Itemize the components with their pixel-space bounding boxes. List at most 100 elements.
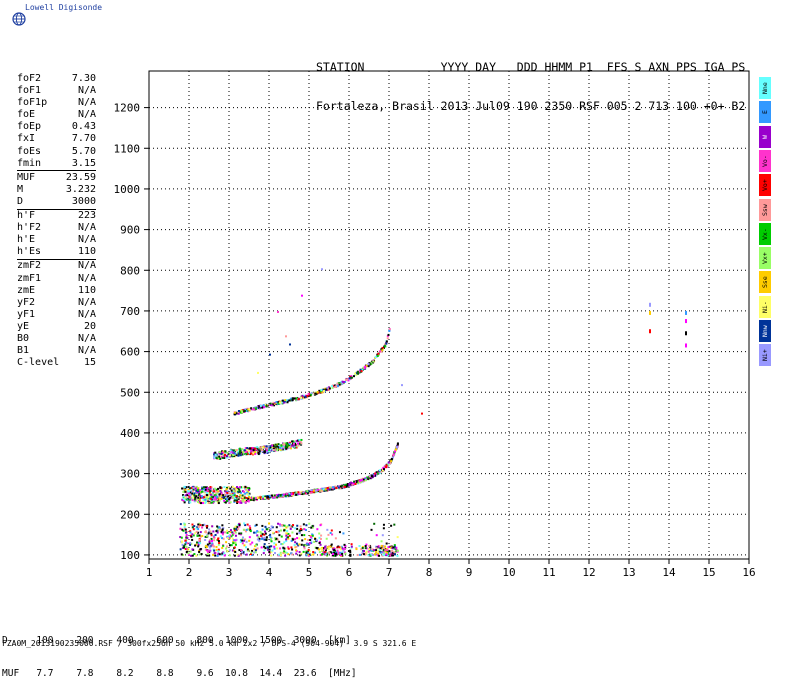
echo-point	[234, 550, 237, 553]
echo-point	[374, 545, 377, 548]
param-label: C-level	[17, 357, 60, 369]
legend-item-nne: Nne	[759, 77, 771, 99]
echo-point	[232, 532, 235, 535]
echo-point	[201, 496, 204, 499]
echo-point	[208, 549, 211, 552]
echo-point	[198, 553, 201, 556]
echo-point	[310, 537, 313, 540]
echo-point	[382, 545, 385, 548]
echo-point	[263, 549, 266, 552]
echo-point	[339, 486, 342, 489]
echo-point	[324, 545, 327, 548]
echo-point	[256, 447, 259, 450]
echo-point	[277, 401, 280, 404]
echo-point	[318, 551, 321, 554]
param-row-fof2: foF2 7.30	[17, 73, 96, 85]
echo-point	[370, 528, 373, 531]
echo-point	[206, 554, 209, 557]
echo-point	[316, 547, 319, 550]
echo-point	[320, 389, 323, 392]
legend-item-ssw: Ssw	[759, 198, 771, 221]
echo-point	[309, 394, 312, 397]
echo-point	[272, 401, 275, 404]
param-row-b0: B0 N/A	[17, 333, 96, 345]
echo-point	[235, 488, 238, 491]
echo-point	[223, 501, 226, 504]
echo-point	[370, 476, 373, 479]
echo-point	[283, 493, 286, 496]
echo-point	[313, 540, 316, 543]
echo-point	[215, 499, 218, 502]
echo-point	[241, 494, 244, 497]
echo-point	[228, 549, 231, 552]
echo-point	[340, 381, 343, 384]
echo-point	[373, 553, 376, 556]
x-tick-label: 14	[662, 566, 676, 579]
echo-point	[360, 548, 363, 551]
echo-point	[258, 450, 261, 453]
echo-point	[209, 493, 212, 496]
echo-point	[215, 490, 218, 493]
echo-point	[350, 545, 353, 548]
echo-point	[217, 548, 220, 551]
echo-point	[392, 547, 395, 550]
echo-point	[182, 498, 185, 501]
echo-point	[363, 550, 366, 553]
echo-point	[246, 487, 249, 490]
echo-point	[649, 329, 651, 334]
echo-point	[234, 543, 237, 546]
echo-point	[268, 494, 271, 497]
echo-point	[342, 547, 345, 550]
echo-point	[292, 444, 295, 447]
param-value: 0.43	[71, 121, 96, 133]
echo-point	[264, 530, 267, 533]
echo-point	[221, 524, 224, 527]
echo-point	[330, 529, 333, 532]
echo-point	[249, 453, 252, 456]
echo-point	[296, 532, 299, 535]
echo-point	[309, 492, 312, 495]
echo-point	[294, 538, 297, 541]
echo-point	[263, 533, 266, 536]
echo-point	[238, 549, 241, 552]
echo-point	[379, 547, 382, 550]
echo-point	[387, 546, 390, 549]
param-value: 3000	[71, 195, 96, 207]
echo-point	[257, 496, 260, 499]
echo-point	[275, 543, 278, 546]
station-header: STATION YYYY DAY DDD HHMM P1 FFS S AXN P…	[316, 35, 745, 126]
echo-point	[246, 447, 249, 450]
echo-point	[279, 551, 282, 554]
echo-point	[331, 551, 334, 554]
echo-point	[225, 488, 228, 491]
legend-item-nnw: Nnw	[759, 320, 771, 342]
echo-point	[240, 549, 243, 552]
echo-point	[235, 449, 238, 452]
echo-point	[391, 549, 394, 552]
echo-point	[252, 452, 255, 455]
param-row-fof1p: foF1p N/A	[17, 97, 96, 109]
param-label: zmF2	[17, 260, 42, 272]
echo-point	[244, 524, 247, 527]
echo-point	[192, 486, 195, 489]
echo-point	[217, 502, 220, 505]
echo-point	[324, 488, 327, 491]
distance-row: D 100 200 400 600 800 1000 1500 3000 [km…	[2, 635, 351, 646]
echo-point	[265, 539, 268, 542]
param-row-m: M 3.232	[17, 184, 96, 196]
echo-point	[261, 524, 264, 527]
echo-point	[270, 537, 273, 540]
echo-point	[188, 501, 191, 504]
echo-point	[384, 550, 387, 553]
echo-point	[199, 548, 202, 551]
echo-point	[322, 548, 325, 551]
echo-point	[226, 451, 229, 454]
echo-point	[396, 443, 399, 446]
echo-point	[295, 549, 298, 552]
echo-point	[217, 550, 220, 553]
echo-point	[295, 542, 298, 545]
echo-point	[297, 491, 300, 494]
param-label: yF2	[17, 296, 36, 308]
echo-point	[185, 547, 188, 550]
echo-point	[369, 361, 372, 364]
